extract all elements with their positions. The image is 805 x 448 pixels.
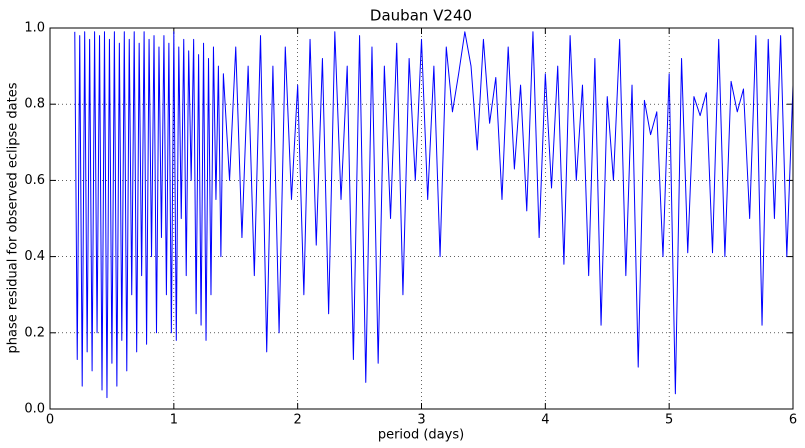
y-tick-label: 1.0 <box>24 21 45 36</box>
y-tick-label: 0.4 <box>24 249 45 264</box>
y-tick-label: 0.6 <box>24 173 45 188</box>
y-tick-label: 0.0 <box>24 402 45 417</box>
x-tick-label: 4 <box>541 413 549 428</box>
x-tick-label: 5 <box>665 413 673 428</box>
y-axis-label: phase residual for observed eclipse date… <box>6 82 21 353</box>
x-tick-label: 6 <box>789 413 797 428</box>
x-tick-label: 0 <box>46 413 54 428</box>
x-tick-label: 1 <box>170 413 178 428</box>
x-axis-label: period (days) <box>378 428 464 443</box>
plot-frame <box>49 27 794 410</box>
x-tick-label: 2 <box>294 413 302 428</box>
data-line <box>74 31 794 399</box>
y-tick-label: 0.8 <box>24 97 45 112</box>
chart-title: Dauban V240 <box>370 7 472 25</box>
x-tick-label: 3 <box>417 413 425 428</box>
y-tick-label: 0.2 <box>24 325 45 340</box>
